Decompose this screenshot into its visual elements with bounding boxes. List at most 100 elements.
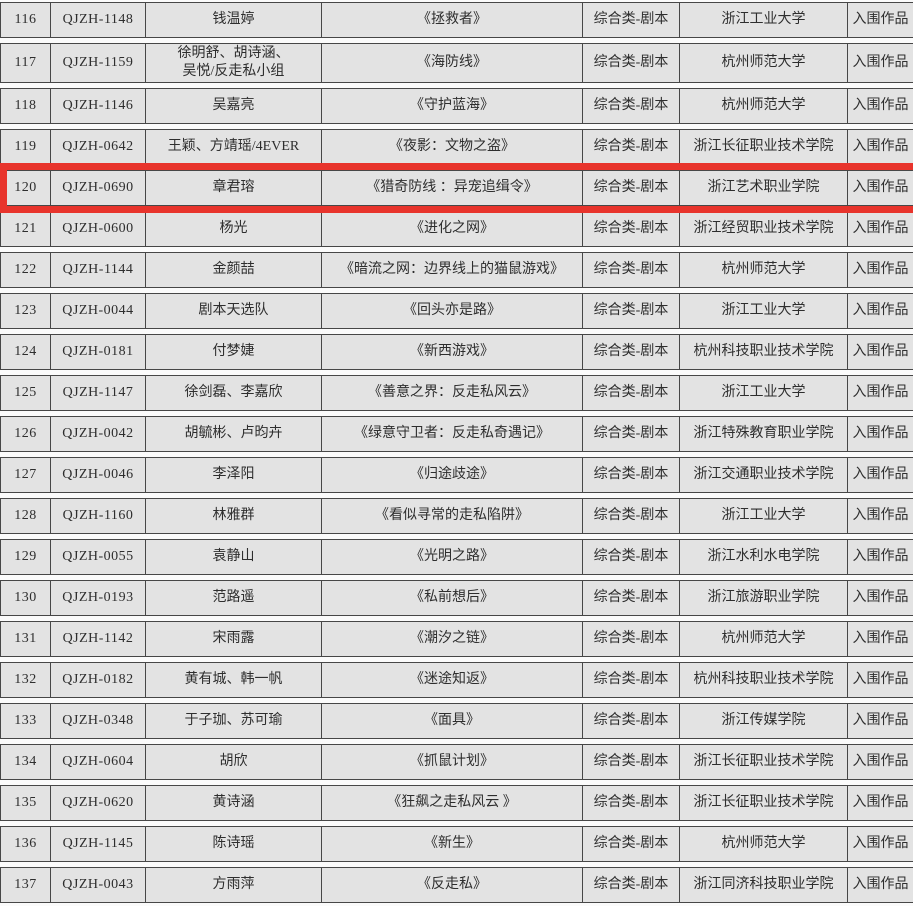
table-row: 134 QJZH-0604 胡欣 《抓鼠计划》 综合类-剧本 浙江长征职业技术学院 入围作品 xyxy=(0,744,913,781)
cell-title: 《守护蓝海》 xyxy=(322,88,583,125)
cell-title: 《迷途知返》 xyxy=(322,662,583,699)
cell-status: 入围作品 xyxy=(848,293,913,330)
cell-category: 综合类-剧本 xyxy=(583,293,680,330)
cell-status: 入围作品 xyxy=(848,498,913,535)
cell-title: 《反走私》 xyxy=(322,867,583,904)
cell-id: QJZH-0348 xyxy=(51,703,146,740)
cell-id: QJZH-1148 xyxy=(51,2,146,38)
cell-school: 浙江工业大学 xyxy=(680,2,848,38)
cell-school: 杭州师范大学 xyxy=(680,826,848,863)
cell-status: 入围作品 xyxy=(848,334,913,371)
cell-title: 《绿意守卫者：反走私奇遇记》 xyxy=(322,416,583,453)
cell-title: 《新西游戏》 xyxy=(322,334,583,371)
cell-author: 钱温婷 xyxy=(146,2,322,38)
cell-author: 林雅群 xyxy=(146,498,322,535)
cell-school: 浙江同济科技职业学院 xyxy=(680,867,848,904)
cell-status: 入围作品 xyxy=(848,744,913,781)
cell-id: QJZH-1146 xyxy=(51,88,146,125)
cell-id: QJZH-0042 xyxy=(51,416,146,453)
cell-title: 《光明之路》 xyxy=(322,539,583,576)
cell-author: 吴嘉亮 xyxy=(146,88,322,125)
table-row: 120 QJZH-0690 章君瑢 《猎奇防线 ：异宠追缉令》 综合类-剧本 浙江艺术职业… xyxy=(0,170,913,207)
cell-title: 《海防线》 xyxy=(322,43,583,84)
cell-author: 胡毓彬、卢昀卉 xyxy=(146,416,322,453)
cell-no: 127 xyxy=(0,457,51,494)
cell-author: 李泽阳 xyxy=(146,457,322,494)
cell-status: 入围作品 xyxy=(848,785,913,822)
table-row: 128 QJZH-1160 林雅群 《看似寻常的走私陷阱》 综合类-剧本 浙江工业大学 入围… xyxy=(0,498,913,535)
cell-school: 浙江长征职业技术学院 xyxy=(680,744,848,781)
cell-school: 杭州师范大学 xyxy=(680,621,848,658)
cell-status: 入围作品 xyxy=(848,539,913,576)
cell-school: 浙江长征职业技术学院 xyxy=(680,129,848,166)
cell-no: 122 xyxy=(0,252,51,289)
cell-school: 浙江特殊教育职业学院 xyxy=(680,416,848,453)
cell-no: 120 xyxy=(0,170,51,207)
cell-no: 133 xyxy=(0,703,51,740)
cell-author: 金颜喆 xyxy=(146,252,322,289)
cell-status: 入围作品 xyxy=(848,375,913,412)
table-row: 131 QJZH-1142 宋雨露 《潮汐之链》 综合类-剧本 杭州师范大学 入围作品 xyxy=(0,621,913,658)
table-row: 121 QJZH-0600 杨光 《进化之网》 综合类-剧本 浙江经贸职业技术学院 入围作品 xyxy=(0,211,913,248)
cell-school: 浙江旅游职业学院 xyxy=(680,580,848,617)
cell-author: 黄诗涵 xyxy=(146,785,322,822)
cell-id: QJZH-1145 xyxy=(51,826,146,863)
table-row: 124 QJZH-0181 付梦婕 《新西游戏》 综合类-剧本 杭州科技职业技术学院 入围作… xyxy=(0,334,913,371)
cell-status: 入围作品 xyxy=(848,88,913,125)
cell-status: 入围作品 xyxy=(848,621,913,658)
cell-id: QJZH-0193 xyxy=(51,580,146,617)
cell-status: 入围作品 xyxy=(848,211,913,248)
cell-school: 浙江工业大学 xyxy=(680,375,848,412)
cell-category: 综合类-剧本 xyxy=(583,539,680,576)
cell-category: 综合类-剧本 xyxy=(583,580,680,617)
cell-author: 方雨萍 xyxy=(146,867,322,904)
cell-status: 入围作品 xyxy=(848,129,913,166)
cell-category: 综合类-剧本 xyxy=(583,252,680,289)
cell-id: QJZH-1159 xyxy=(51,43,146,84)
cell-status: 入围作品 xyxy=(848,170,913,207)
table-row: 137 QJZH-0043 方雨萍 《反走私》 综合类-剧本 浙江同济科技职业学院 入围作品 xyxy=(0,867,913,904)
cell-category: 综合类-剧本 xyxy=(583,88,680,125)
cell-category: 综合类-剧本 xyxy=(583,170,680,207)
cell-id: QJZH-0604 xyxy=(51,744,146,781)
table-row: 130 QJZH-0193 范路遥 《私前想后》 综合类-剧本 浙江旅游职业学院 入围作品 xyxy=(0,580,913,617)
cell-category: 综合类-剧本 xyxy=(583,867,680,904)
cell-no: 118 xyxy=(0,88,51,125)
cell-id: QJZH-1144 xyxy=(51,252,146,289)
table-row: 116 QJZH-1148 钱温婷 《拯救者》 综合类-剧本 浙江工业大学 入围作品 xyxy=(0,2,913,38)
cell-status: 入围作品 xyxy=(848,457,913,494)
cell-no: 129 xyxy=(0,539,51,576)
cell-author: 胡欣 xyxy=(146,744,322,781)
cell-no: 117 xyxy=(0,43,51,84)
cell-category: 综合类-剧本 xyxy=(583,457,680,494)
cell-category: 综合类-剧本 xyxy=(583,662,680,699)
cell-category: 综合类-剧本 xyxy=(583,744,680,781)
cell-status: 入围作品 xyxy=(848,867,913,904)
cell-author: 徐明舒、胡诗涵、 吴悦/反走私小组 xyxy=(146,43,322,84)
table-row: 135 QJZH-0620 黄诗涵 《狂飙之走私风云 》综合类-剧本 浙江长征职业技术学… xyxy=(0,785,913,822)
cell-school: 杭州科技职业技术学院 xyxy=(680,334,848,371)
cell-no: 132 xyxy=(0,662,51,699)
cell-no: 116 xyxy=(0,2,51,38)
cell-no: 124 xyxy=(0,334,51,371)
cell-status: 入围作品 xyxy=(848,252,913,289)
cell-title: 《面具》 xyxy=(322,703,583,740)
cell-no: 128 xyxy=(0,498,51,535)
cell-category: 综合类-剧本 xyxy=(583,621,680,658)
cell-author: 付梦婕 xyxy=(146,334,322,371)
cell-school: 浙江艺术职业学院 xyxy=(680,170,848,207)
table-row: 127 QJZH-0046 李泽阳 《归途歧途》 综合类-剧本 浙江交通职业技术学院 入围作… xyxy=(0,457,913,494)
cell-author: 章君瑢 xyxy=(146,170,322,207)
table-row: 123 QJZH-0044 剧本天选队 《回头亦是路》 综合类-剧本 浙江工业大学 入围作品 xyxy=(0,293,913,330)
cell-category: 综合类-剧本 xyxy=(583,826,680,863)
cell-author: 范路遥 xyxy=(146,580,322,617)
table-row: 133 QJZH-0348 于子珈、苏可瑜 《面具》 综合类-剧本 浙江传媒学院 入围作品 xyxy=(0,703,913,740)
cell-author: 陈诗瑶 xyxy=(146,826,322,863)
cell-id: QJZH-1147 xyxy=(51,375,146,412)
cell-title: 《进化之网》 xyxy=(322,211,583,248)
cell-no: 125 xyxy=(0,375,51,412)
cell-id: QJZH-0046 xyxy=(51,457,146,494)
cell-id: QJZH-0181 xyxy=(51,334,146,371)
cell-author: 杨光 xyxy=(146,211,322,248)
